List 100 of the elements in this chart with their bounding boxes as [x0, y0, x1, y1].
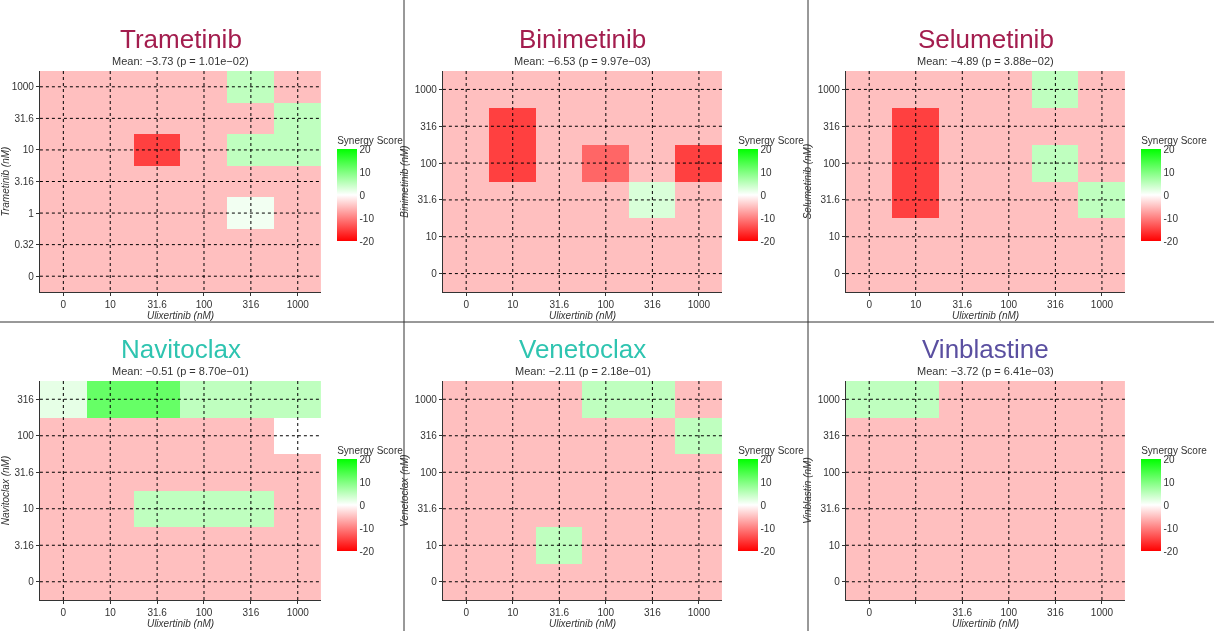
y-tick-label: 1 — [28, 207, 35, 219]
chart-title: Venetoclax — [519, 334, 647, 364]
y-tick-label: 10 — [22, 144, 35, 156]
x-tick-label: 10 — [507, 299, 519, 310]
chart-title: Selumetinib — [918, 24, 1054, 54]
y-tick-label: 10 — [425, 231, 438, 243]
x-tick-label: 31.6 — [147, 299, 168, 310]
x-tick-label: 31.6 — [549, 607, 570, 618]
y-tick-label: 10 — [828, 539, 841, 551]
y-tick-label: 316 — [17, 393, 35, 405]
x-tick-label: 316 — [644, 299, 662, 310]
y-tick-label: 31.6 — [14, 466, 35, 478]
color-bar-label: 0 — [1163, 189, 1170, 201]
y-tick-label: 31.6 — [14, 112, 35, 124]
x-tick-label: 31.6 — [952, 607, 973, 618]
color-bar-label: -10 — [1163, 212, 1179, 224]
x-axis-title: Ulixertinib (nM) — [548, 310, 617, 321]
color-bar-label: 0 — [1163, 499, 1170, 511]
y-tick-label: 31.6 — [820, 194, 841, 206]
color-bar-label: -10 — [359, 522, 375, 534]
y-axis-title: Venetoclax (nM) — [398, 454, 410, 527]
y-tick-label: 0 — [431, 576, 438, 588]
color-bar-label: -10 — [359, 212, 375, 224]
x-tick-label: 316 — [242, 607, 260, 618]
chart-title: Navitoclax — [121, 334, 241, 364]
chart-title: Trametinib — [120, 24, 242, 54]
y-tick-label: 10 — [425, 539, 438, 551]
x-tick-label: 100 — [1000, 607, 1018, 618]
y-tick-label: 10 — [22, 503, 35, 515]
y-tick-label: 100 — [823, 157, 841, 169]
color-bar-label: -20 — [1163, 235, 1179, 247]
y-tick-label: 316 — [420, 430, 438, 442]
x-tick-label: 100 — [1000, 299, 1018, 310]
x-tick-label: 1000 — [687, 299, 711, 310]
x-tick-label: 31.6 — [952, 299, 973, 310]
color-bar-label: -20 — [359, 235, 375, 247]
x-axis-title: Ulixertinib (nM) — [548, 618, 617, 629]
x-tick-label: 1000 — [1090, 607, 1114, 618]
y-tick-label: 31.6 — [820, 503, 841, 515]
color-bar-label: 10 — [359, 476, 372, 488]
x-axis-title: Ulixertinib (nM) — [951, 618, 1020, 629]
y-tick-label: 1000 — [817, 83, 841, 95]
x-tick-label: 10 — [104, 299, 117, 310]
color-bar-label: 0 — [359, 189, 366, 201]
x-tick-label: 10 — [507, 607, 519, 618]
color-bar-label: -20 — [359, 545, 375, 557]
y-axis-title: Vinblastin (nM) — [801, 457, 813, 524]
x-axis-title: Ulixertinib (nM) — [951, 310, 1020, 321]
x-tick-label: 100 — [195, 299, 213, 310]
y-axis-title: Selumetinib (nM) — [801, 143, 813, 220]
chart-subtitle: Mean: −6.53 (p = 9.97e−03) — [514, 55, 651, 67]
x-tick-label: 316 — [1047, 607, 1065, 618]
y-tick-label: 0 — [834, 268, 841, 280]
y-tick-label: 1000 — [414, 393, 438, 405]
y-tick-label: 10 — [828, 231, 841, 243]
y-axis-title: Navitoclax (nM) — [0, 455, 11, 526]
y-tick-label: 0.32 — [14, 239, 35, 251]
color-bar-label: 10 — [1163, 476, 1176, 488]
y-tick-label: 316 — [823, 430, 841, 442]
x-tick-label: 1000 — [286, 299, 310, 310]
chart-title: Binimetinib — [519, 24, 647, 54]
chart-subtitle: Mean: −0.51 (p = 8.70e−01) — [112, 365, 249, 377]
y-tick-label: 1000 — [414, 83, 438, 95]
chart-subtitle: Mean: −3.72 (p = 6.41e−03) — [917, 365, 1054, 377]
x-tick-label: 10 — [910, 299, 922, 310]
x-tick-label: 0 — [866, 299, 873, 310]
y-tick-label: 100 — [823, 466, 841, 478]
y-tick-label: 1000 — [817, 393, 841, 405]
x-tick-label: 100 — [597, 607, 615, 618]
color-bar-label: 0 — [760, 499, 767, 511]
x-tick-label: 10 — [104, 607, 117, 618]
x-axis-title: Ulixertinib (nM) — [146, 310, 215, 321]
x-tick-label: 0 — [463, 299, 470, 310]
color-bar-label: 0 — [760, 189, 767, 201]
color-bar-label: -10 — [1163, 522, 1179, 534]
x-tick-label: 0 — [866, 607, 873, 618]
color-bar-label: 10 — [359, 166, 372, 178]
x-tick-label: 0 — [463, 607, 470, 618]
chart-title: Vinblastine — [922, 334, 1049, 364]
color-bar-label: 10 — [760, 476, 773, 488]
y-tick-label: 0 — [28, 270, 35, 282]
x-tick-label: 100 — [597, 299, 615, 310]
color-bar-label: -10 — [760, 522, 776, 534]
y-tick-label: 3.16 — [14, 176, 35, 187]
color-bar-label: 10 — [760, 166, 773, 178]
x-tick-label: 31.6 — [147, 607, 168, 618]
x-axis-title: Ulixertinib (nM) — [146, 618, 215, 629]
y-tick-label: 31.6 — [417, 503, 438, 515]
color-bar-label: 0 — [359, 499, 366, 511]
y-tick-label: 0 — [28, 576, 35, 588]
y-tick-label: 1000 — [11, 81, 35, 93]
y-tick-label: 316 — [420, 120, 438, 132]
chart-subtitle: Mean: −3.73 (p = 1.01e−02) — [112, 55, 249, 67]
x-tick-label: 316 — [1047, 299, 1065, 310]
y-tick-label: 0 — [834, 576, 841, 588]
color-bar-label: -20 — [1163, 545, 1179, 557]
y-tick-label: 316 — [823, 120, 841, 132]
x-tick-label: 100 — [195, 607, 213, 618]
x-tick-label: 0 — [60, 299, 67, 310]
y-tick-label: 100 — [420, 466, 438, 478]
